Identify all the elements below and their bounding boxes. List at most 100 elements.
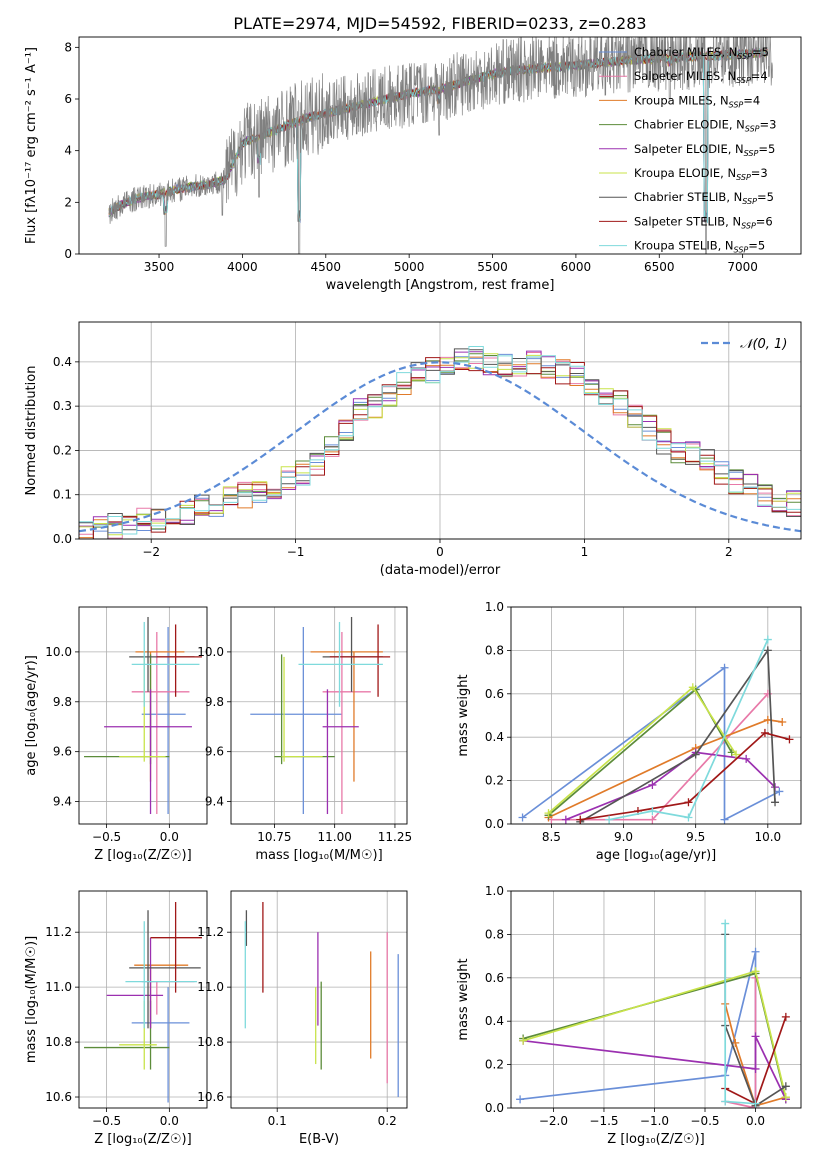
x-tick-label: 9.5 bbox=[686, 830, 705, 844]
mass-weight-marker bbox=[561, 815, 570, 824]
mass-weight-marker bbox=[760, 728, 769, 737]
x-tick-label: −0.5 bbox=[92, 1114, 121, 1128]
x-tick-label: 0.0 bbox=[160, 830, 179, 844]
plot-area-mass-vs-Z bbox=[84, 901, 202, 1103]
x-tick-label: 5000 bbox=[394, 260, 425, 274]
x-tick-label: −2.0 bbox=[539, 1114, 568, 1128]
x-tick-label: 10.75 bbox=[257, 830, 291, 844]
mass-weight-marker bbox=[763, 646, 772, 655]
y-tick-label: 10.6 bbox=[45, 1090, 72, 1104]
axes-frame bbox=[78, 36, 802, 255]
mass-weight-marker bbox=[763, 635, 772, 644]
x-tick-label: 6000 bbox=[561, 260, 592, 274]
y-tick-label: 1.0 bbox=[485, 600, 504, 614]
mass-weight-marker bbox=[721, 919, 730, 928]
mass-weight-marker bbox=[684, 798, 693, 807]
axes-frame bbox=[78, 321, 802, 540]
y-tick-label: 10.0 bbox=[45, 645, 72, 659]
x-tick-label: 11.25 bbox=[378, 830, 412, 844]
mass-weight-marker bbox=[516, 1095, 525, 1104]
axes-frame bbox=[78, 606, 208, 825]
mass-weight-marker bbox=[688, 683, 697, 692]
y-tick-label: 11.2 bbox=[45, 925, 72, 939]
mass-weight-marker bbox=[720, 815, 729, 824]
y-tick-label: 10.6 bbox=[197, 1090, 224, 1104]
mass-weight-line bbox=[548, 718, 783, 819]
y-axis-label: mass [log₁₀(M/M☉)] bbox=[24, 936, 39, 1063]
mass-weight-marker bbox=[781, 1082, 790, 1091]
mass-weight-marker bbox=[781, 1093, 790, 1102]
legend-entry: Chabrier ELODIE, NSSP=3 bbox=[634, 118, 776, 134]
panel-age-vs-mass: 10.75 11.00 11.25 9.4 9.6 9.8 10.0 mass [log₁₀(… bbox=[197, 606, 412, 863]
panel-age-vs-Z: −0.5 0.0 9.4 9.6 9.8 10.0 Z [log₁₀(Z/Z☉)] age [… bbox=[24, 606, 208, 863]
mass-weight-line bbox=[522, 1036, 787, 1100]
x-tick-label: 0.0 bbox=[746, 1114, 765, 1128]
mass-weight-marker bbox=[648, 806, 657, 815]
mass-weight-marker bbox=[605, 815, 614, 824]
y-tick-label: 0.2 bbox=[485, 1058, 504, 1072]
mass-weight-marker bbox=[518, 813, 527, 822]
axes-frame bbox=[230, 606, 408, 825]
legend-entry: Chabrier MILES, NSSP=5 bbox=[634, 45, 769, 61]
mass-weight-line bbox=[608, 639, 769, 821]
axes-frame bbox=[230, 890, 408, 1109]
x-tick-label: −1.0 bbox=[640, 1114, 669, 1128]
observed-spectrum-line bbox=[108, 37, 773, 254]
x-tick-label: −0.5 bbox=[690, 1114, 719, 1128]
y-tick-label: 11.0 bbox=[45, 980, 72, 994]
x-tick-label: −2 bbox=[142, 545, 160, 559]
mass-weight-marker bbox=[691, 750, 700, 759]
x-tick-label: 4500 bbox=[311, 260, 342, 274]
mass-weight-line bbox=[725, 977, 757, 1108]
mass-weight-marker bbox=[684, 813, 693, 822]
panel-mass-vs-Z: −0.5 0.0 10.6 10.8 11.0 11.2 Z [log₁₀(Z/Z☉)] ma… bbox=[24, 890, 208, 1147]
figure-title: PLATE=2974, MJD=54592, FIBERID=0233, z=0… bbox=[233, 14, 646, 33]
legend-entry: Kroupa ELODIE, NSSP=3 bbox=[634, 166, 768, 182]
y-tick-label: 0.0 bbox=[485, 817, 504, 831]
legend-entry: 𝒩(0, 1) bbox=[740, 337, 787, 352]
x-tick-label: 0 bbox=[436, 545, 444, 559]
mass-weight-line bbox=[580, 731, 790, 821]
mass-weight-marker bbox=[519, 1036, 528, 1045]
y-tick-label: 11.0 bbox=[197, 980, 224, 994]
x-axis-label: age [log₁₀(age/yr)] bbox=[596, 848, 717, 863]
y-axis-label: Flux [fλ10⁻¹⁷ erg cm⁻² s⁻¹ A⁻¹] bbox=[24, 47, 39, 244]
y-tick-label: 9.8 bbox=[205, 695, 224, 709]
mass-weight-marker bbox=[544, 809, 553, 818]
mass-weight-marker bbox=[576, 815, 585, 824]
y-tick-label: 10.8 bbox=[197, 1035, 224, 1049]
x-tick-label: 2 bbox=[725, 545, 733, 559]
panel-mass-vs-EBV: 0.1 0.2 10.6 10.8 11.0 11.2 E(B-V) bbox=[197, 890, 408, 1147]
y-tick-label: 0.4 bbox=[485, 1014, 504, 1028]
plot-area-age-vs-mass bbox=[250, 616, 391, 815]
axes-frame bbox=[510, 890, 802, 1109]
x-axis-label: wavelength [Angstrom, rest frame] bbox=[326, 278, 555, 293]
y-tick-label: 9.6 bbox=[53, 745, 72, 759]
y-axis-label: mass weight bbox=[456, 674, 471, 756]
mass-weight-marker bbox=[751, 1064, 760, 1073]
y-tick-label: 8 bbox=[64, 40, 72, 54]
x-tick-label: 8.5 bbox=[542, 830, 561, 844]
y-tick-label: 4 bbox=[64, 144, 72, 158]
mass-weight-marker bbox=[721, 1097, 730, 1106]
panel-residuals: −2 −1 0 1 2 0.0 0.1 0.2 0.3 0.4 (data-model)/error… bbox=[24, 321, 802, 578]
x-tick-label: 6500 bbox=[644, 260, 675, 274]
legend-entry: Chabrier STELIB, NSSP=5 bbox=[634, 190, 774, 206]
y-tick-label: 0.4 bbox=[485, 730, 504, 744]
y-tick-label: 0.2 bbox=[485, 774, 504, 788]
x-tick-label: 0.0 bbox=[160, 1114, 179, 1128]
y-tick-label: 0.0 bbox=[485, 1101, 504, 1115]
mass-weight-line bbox=[724, 1003, 787, 1107]
y-tick-label: 2 bbox=[64, 195, 72, 209]
mass-weight-marker bbox=[751, 1032, 760, 1041]
x-axis-label: Z [log₁₀(Z/Z☉)] bbox=[94, 848, 191, 863]
y-tick-label: 6 bbox=[64, 92, 72, 106]
mass-weight-line bbox=[579, 647, 776, 823]
y-tick-label: 0.3 bbox=[53, 399, 72, 413]
x-axis-label: E(B-V) bbox=[299, 1132, 339, 1147]
y-tick-label: 9.6 bbox=[205, 745, 224, 759]
x-tick-label: 1 bbox=[581, 545, 589, 559]
panel-mass-weight-vs-Z: −2.0 −1.5 −1.0 −0.5 0.0 0.0 0.2 0.4 0.6 0.8 1.0 Z [… bbox=[456, 884, 802, 1147]
x-tick-label: 7000 bbox=[727, 260, 758, 274]
